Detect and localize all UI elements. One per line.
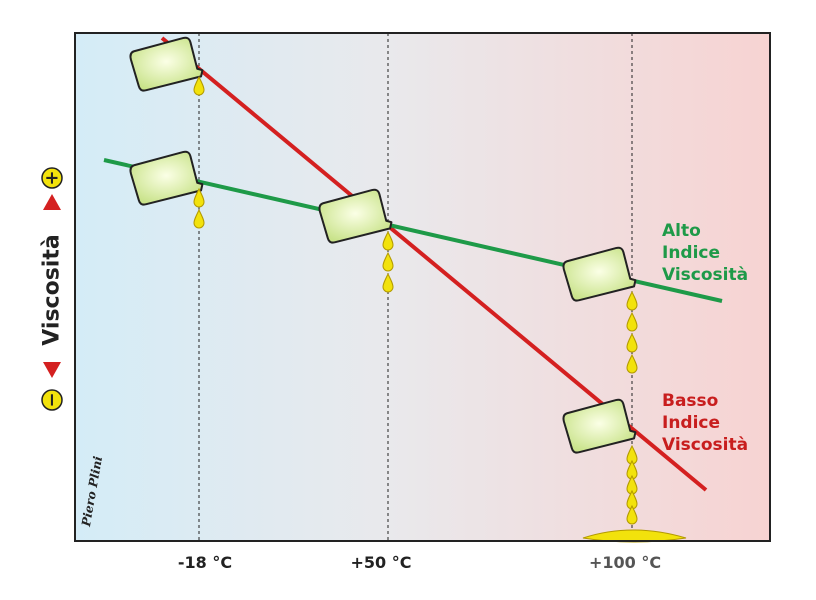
minus-sign: −	[42, 392, 63, 407]
label-line: Indice	[662, 413, 720, 433]
temperature-label: -18 °C	[178, 553, 232, 572]
label-line: Basso	[662, 391, 718, 411]
plot-frame	[74, 32, 771, 542]
temperature-label: +100 °C	[589, 553, 661, 572]
temperature-label: +50 °C	[351, 553, 412, 572]
label-line: Alto	[662, 221, 701, 241]
high-index-label: Alto Indice Viscosità	[662, 221, 748, 285]
y-axis-label: − Viscosità +	[40, 167, 65, 411]
axis-title: Viscosità	[40, 234, 65, 345]
label-line: Viscosità	[662, 265, 748, 285]
plus-sign: +	[42, 170, 63, 185]
label-line: Indice	[662, 243, 720, 263]
label-line: Viscosità	[662, 435, 748, 455]
low-index-label: Basso Indice Viscosità	[662, 391, 748, 455]
